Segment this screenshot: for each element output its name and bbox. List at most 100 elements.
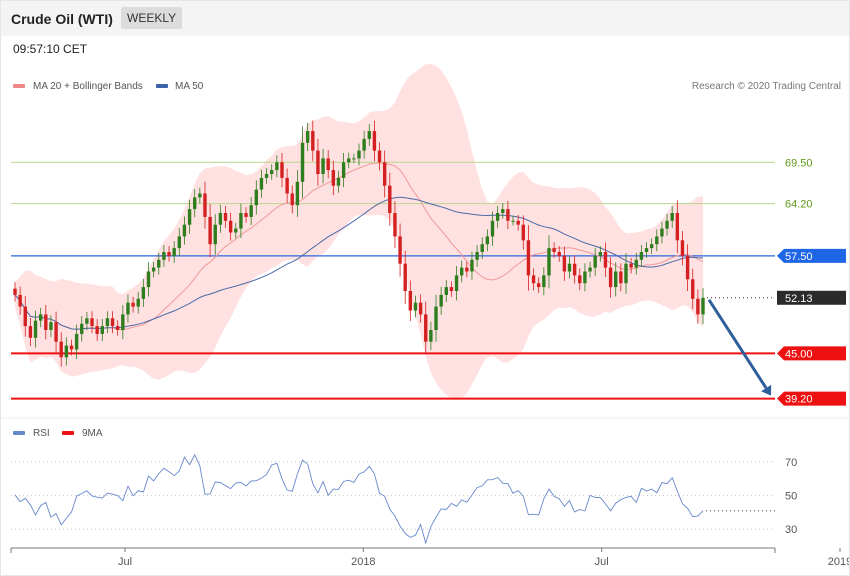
- projection-arrow-head: [761, 384, 772, 396]
- candle-101: [531, 275, 536, 284]
- level-label-4: 45.00: [785, 348, 813, 360]
- candle-120: [629, 263, 633, 268]
- candle-18: [105, 318, 110, 327]
- candle-16: [95, 326, 99, 334]
- candle-126: [660, 228, 664, 237]
- candle-79: [418, 302, 423, 315]
- candle-65: [347, 158, 351, 163]
- candle-70: [372, 131, 377, 151]
- candle-8: [54, 322, 58, 342]
- candle-104: [547, 248, 551, 276]
- candle-93: [490, 220, 495, 237]
- rsi-9ma-legend-swatch: [62, 431, 74, 435]
- candle-4: [33, 320, 38, 338]
- candle-118: [619, 271, 623, 284]
- candle-0: [13, 288, 17, 295]
- level-label-1: 64.20: [785, 199, 813, 211]
- candle-122: [639, 252, 644, 260]
- candle-80: [424, 314, 428, 342]
- level-label-5: 39.20: [785, 394, 813, 406]
- candle-10: [64, 345, 69, 358]
- candle-73: [388, 185, 392, 213]
- candle-94: [495, 213, 500, 221]
- candle-48: [259, 177, 264, 190]
- candle-35: [193, 197, 197, 210]
- candle-81: [429, 330, 433, 342]
- rsi-legend-label: RSI: [33, 428, 50, 439]
- candle-82: [434, 306, 438, 330]
- candle-96: [506, 209, 510, 221]
- candle-58: [311, 131, 315, 151]
- candle-51: [275, 162, 279, 171]
- candle-49: [264, 174, 269, 178]
- candle-26: [146, 271, 151, 288]
- ma50-legend-swatch: [156, 84, 168, 88]
- candle-106: [557, 252, 561, 256]
- candle-115: [603, 252, 608, 268]
- candle-61: [326, 158, 330, 171]
- candle-56: [300, 142, 305, 182]
- candle-20: [115, 326, 120, 330]
- candle-68: [362, 138, 366, 151]
- candle-14: [85, 318, 89, 324]
- rsi-line: [14, 453, 704, 545]
- candle-53: [285, 177, 289, 194]
- chart-header: Crude Oil (WTI) WEEKLY: [0, 0, 850, 36]
- candle-40: [218, 213, 223, 225]
- candle-129: [675, 213, 680, 241]
- candle-44: [239, 213, 243, 229]
- candle-90: [475, 252, 479, 260]
- level-tag-5: [777, 391, 846, 406]
- level-label-2: 57.50: [785, 251, 813, 263]
- candle-6: [44, 314, 48, 330]
- instrument-title: Crude Oil (WTI): [11, 11, 113, 27]
- research-credit: Research © 2020 Trading Central: [691, 81, 841, 92]
- candle-100: [526, 240, 531, 276]
- candle-69: [367, 131, 371, 139]
- candle-92: [485, 236, 490, 245]
- candle-131: [685, 255, 690, 280]
- candle-41: [223, 213, 228, 221]
- candle-37: [203, 193, 207, 217]
- candle-74: [393, 213, 397, 237]
- candle-47: [254, 189, 259, 206]
- candle-19: [110, 318, 115, 327]
- candle-97: [511, 220, 515, 222]
- candle-83: [439, 294, 443, 307]
- candle-22: [126, 302, 130, 315]
- candle-27: [151, 267, 156, 272]
- candle-117: [614, 271, 618, 288]
- candle-125: [655, 236, 659, 245]
- candle-12: [74, 333, 79, 350]
- candle-28: [157, 259, 161, 268]
- candle-45: [244, 213, 248, 217]
- period-badge[interactable]: WEEKLY: [121, 7, 183, 29]
- level-label-0: 69.50: [785, 157, 813, 169]
- candle-39: [213, 224, 217, 245]
- candle-33: [182, 224, 187, 237]
- candle-105: [552, 248, 556, 252]
- rsi-tick-label-1: 50: [785, 491, 797, 503]
- candle-77: [408, 291, 413, 311]
- current-price-tag: [777, 290, 846, 305]
- candle-50: [270, 170, 274, 174]
- x-tick-label-3: 2019: [828, 556, 850, 568]
- x-tick-label-0: Jul: [118, 556, 132, 568]
- current-price-label: 52.13: [785, 293, 813, 305]
- candle-76: [403, 263, 407, 291]
- ma50-legend-label: MA 50: [175, 81, 204, 92]
- candle-43: [234, 228, 238, 233]
- candle-121: [634, 259, 638, 268]
- candle-71: [377, 150, 382, 163]
- candle-130: [680, 240, 685, 256]
- candle-2: [23, 306, 27, 327]
- candle-91: [480, 244, 484, 252]
- candle-63: [336, 177, 341, 186]
- timestamp: 09:57:10 CET: [13, 42, 88, 56]
- candle-110: [578, 275, 582, 284]
- candle-17: [100, 326, 104, 334]
- candle-42: [228, 220, 233, 233]
- candle-38: [208, 216, 212, 245]
- candle-98: [516, 220, 520, 225]
